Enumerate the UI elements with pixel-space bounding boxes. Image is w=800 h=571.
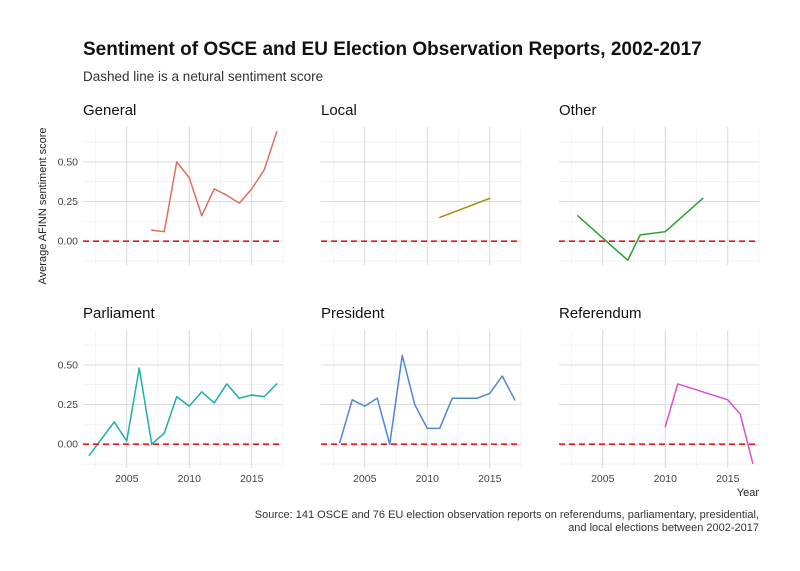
facet-president: President 2005 2010 2015 [321,305,522,485]
y-tick-label: 0.00 [58,439,79,451]
series-line-president [339,354,516,445]
x-tick-label: 2015 [240,473,264,485]
caption-line-2: and local elections between 2002-2017 [568,522,759,534]
facet-other: Other [559,102,760,265]
x-tick-label: 2005 [115,473,139,485]
facet-referendum: Referendum 2005 2010 2015 [559,305,760,485]
y-tick-label: 0.50 [58,359,79,371]
series-line-general [151,131,278,233]
chart-subtitle: Dashed line is a netural sentiment score [83,69,323,84]
y-tick-label: 0.25 [58,196,79,208]
x-tick-label: 2005 [353,473,377,485]
facet-general: General 0.00 0.25 0.50 [58,102,284,265]
chart-title: Sentiment of OSCE and EU Election Observ… [83,39,702,60]
series-line-parliament [88,367,278,457]
x-tick-label: 2010 [654,473,678,485]
facet-label-other: Other [559,102,597,119]
facet-parliament: Parliament 0.00 0.25 0.50 2005 2010 2015 [58,305,284,485]
series-line-other [577,197,704,261]
x-axis-title: Year [737,487,760,499]
facet-label-general: General [83,102,136,119]
caption-line-1: Source: 141 OSCE and 76 EU election obse… [255,509,759,521]
x-tick-label: 2015 [478,473,502,485]
series-line-local [439,197,491,219]
y-tick-label: 0.25 [58,399,79,411]
x-tick-label: 2005 [591,473,615,485]
x-tick-label: 2015 [716,473,740,485]
facet-panels: General 0.00 0.25 0.50 Local Other Parliament 0… [58,102,760,485]
facet-label-local: Local [321,102,357,119]
y-axis-title: Average AFINN sentiment score [37,128,49,285]
series-line-referendum [664,383,754,464]
x-tick-label: 2010 [178,473,202,485]
facet-local: Local [321,102,522,265]
facet-label-president: President [321,305,385,322]
y-tick-label: 0.00 [58,236,79,248]
facet-label-parliament: Parliament [83,305,156,322]
y-tick-label: 0.50 [58,156,79,168]
facet-label-referendum: Referendum [559,305,642,322]
x-tick-label: 2010 [416,473,440,485]
